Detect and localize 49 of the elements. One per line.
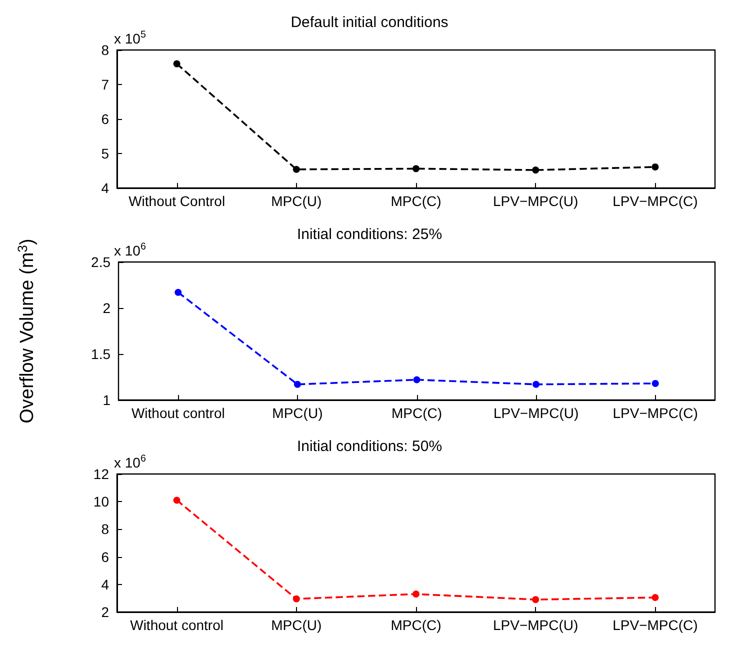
chart-title: Initial conditions: 50% [296, 438, 442, 455]
x-tick-label: LPV−MPC(C) [612, 193, 698, 209]
y-tick-label: 2 [101, 604, 110, 620]
y-tick-label: 5 [101, 146, 110, 162]
y-tick-label: 8 [101, 42, 110, 58]
x-tick-label: LPV−MPC(U) [493, 193, 578, 209]
x-tick-label: MPC(C) [391, 405, 442, 421]
point [413, 376, 420, 384]
point [652, 380, 659, 387]
point [174, 288, 182, 296]
point [294, 380, 301, 388]
y-tick-label: 6 [101, 111, 110, 127]
y-tick-label: 2.5 [91, 254, 111, 270]
y-tick-label: 8 [101, 521, 110, 538]
x-tick-label: MPC(C) [390, 193, 442, 209]
y-tick-label: 1.5 [91, 346, 111, 362]
y-axis-title: Overflow Volume (m3) [15, 238, 38, 424]
x-tick-label: Without control [131, 405, 225, 421]
point [532, 596, 540, 604]
x-tick-label: MPC(C) [390, 617, 442, 633]
y-tick-label: 7 [101, 76, 110, 92]
x-tick-label: MPC(U) [271, 617, 322, 633]
y-tick-label: 4 [101, 180, 110, 196]
x-tick-label: LPV−MPC(U) [493, 405, 579, 421]
x-tick-label: LPV−MPC(U) [493, 617, 578, 633]
y-tick-label: 6 [101, 548, 110, 565]
chart-title: Initial conditions: 25% [296, 226, 442, 243]
y-tick-label: 2 [102, 300, 111, 316]
point [652, 163, 659, 170]
point [292, 595, 300, 602]
y-tick-label: 10 [93, 494, 110, 510]
x-tick-label: MPC(U) [271, 193, 322, 209]
x-tick-label: LPV−MPC(C) [612, 617, 698, 633]
point [532, 380, 540, 388]
x-tick-label: Without control [130, 617, 224, 633]
chart-title: Default initial conditions [290, 14, 448, 31]
x-tick-label: LPV−MPC(C) [612, 405, 698, 421]
y-tick-label: 4 [101, 576, 110, 592]
x-tick-label: MPC(U) [272, 405, 323, 421]
point [292, 166, 300, 173]
point [652, 594, 659, 602]
point [412, 590, 420, 598]
point [532, 166, 540, 174]
point [173, 496, 180, 504]
point [173, 60, 180, 68]
x-tick-label: Without Control [128, 193, 226, 209]
y-tick-label: 12 [93, 466, 110, 482]
point [412, 165, 420, 172]
y-tick-label: 1 [102, 392, 111, 408]
